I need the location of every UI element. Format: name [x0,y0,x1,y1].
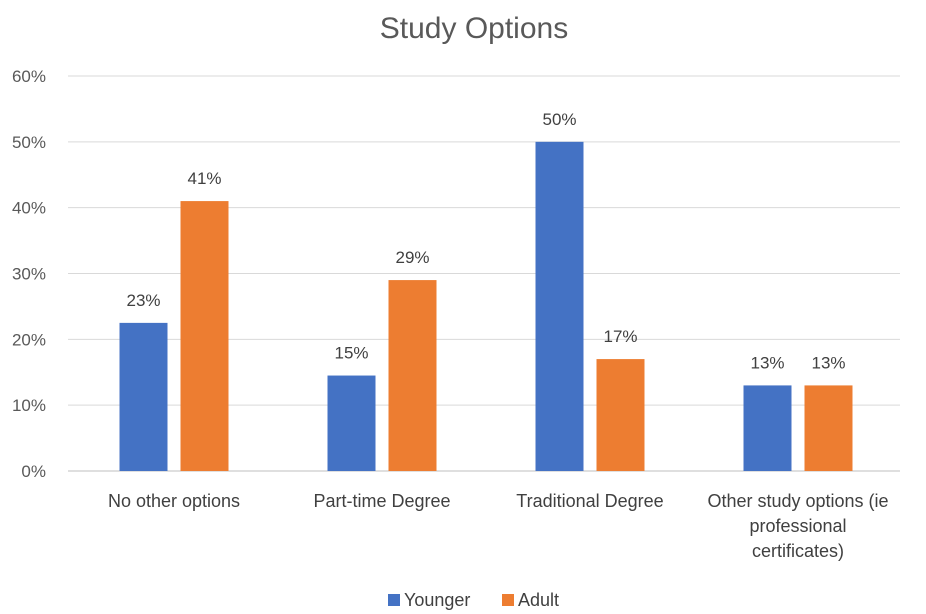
legend-item-younger: Younger [388,590,470,610]
bar-adult [804,385,853,471]
y-tick-label: 20% [12,330,46,349]
data-label: 13% [750,353,784,372]
data-label: 23% [126,291,160,310]
bar-younger [743,385,792,471]
data-label: 29% [395,248,429,267]
data-label: 50% [542,110,576,129]
chart-title: Study Options [380,12,568,45]
legend-label: Adult [518,590,559,610]
legend-label: Younger [404,590,470,610]
legend-item-adult: Adult [502,590,559,610]
y-tick-label: 40% [12,199,46,218]
y-tick-label: 50% [12,133,46,152]
category-label: No other options [108,491,240,511]
bar-younger [327,375,376,471]
data-label: 41% [187,169,221,188]
y-axis-ticks: 0% 10% 20% 30% 40% 50% 60% [12,67,46,481]
y-tick-label: 10% [12,396,46,415]
y-tick-label: 60% [12,67,46,86]
category-labels: No other options Part-time Degree Traditio… [108,491,889,561]
category-label: Traditional Degree [516,491,663,511]
data-label: 17% [603,327,637,346]
bar-adult [180,201,229,472]
legend-swatch [388,594,400,606]
bars [119,141,853,472]
bar-adult [388,280,437,471]
bar-younger [119,322,168,471]
legend: Younger Adult [388,590,559,610]
data-labels: 23% 41% 15% 29% 50% 17% 13% 13% [126,110,845,373]
category-label: Other study options (ie professional certi… [707,491,888,561]
bar-adult [596,359,645,471]
data-label: 15% [334,344,368,363]
bar-younger [535,141,584,472]
y-tick-label: 30% [12,265,46,284]
y-tick-label: 0% [21,462,46,481]
legend-swatch [502,594,514,606]
data-label: 13% [811,353,845,372]
category-label: Part-time Degree [313,491,450,511]
